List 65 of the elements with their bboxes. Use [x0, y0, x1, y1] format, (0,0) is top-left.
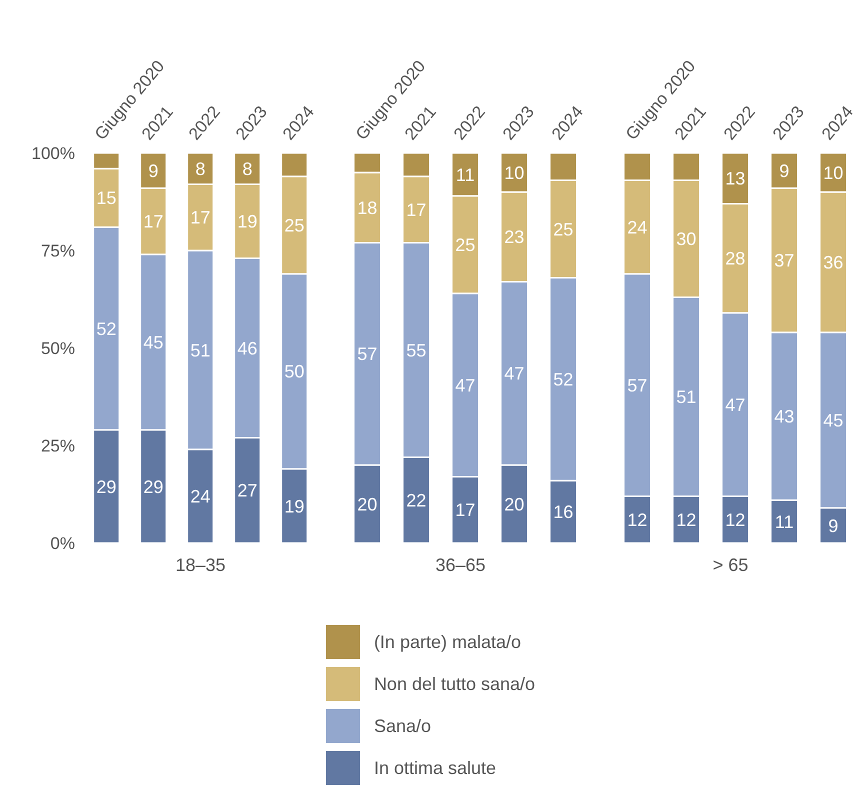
- data-label: 57: [357, 344, 378, 364]
- legend-label: Non del tutto sana/o: [374, 674, 536, 694]
- data-label: 57: [627, 375, 648, 396]
- data-label: 17: [143, 212, 164, 232]
- data-label: 47: [455, 375, 476, 396]
- data-label: 17: [455, 500, 476, 520]
- data-label: 9: [148, 160, 158, 181]
- data-label: 25: [284, 215, 304, 236]
- data-label: 47: [504, 364, 524, 384]
- data-label: 51: [190, 340, 210, 360]
- data-label: 9: [779, 160, 790, 181]
- data-label: 30: [676, 229, 696, 250]
- data-label: 10: [823, 162, 844, 183]
- data-label: 24: [190, 486, 210, 506]
- data-label: 25: [553, 219, 574, 240]
- data-label: 22: [406, 490, 426, 510]
- y-tick-label: 50%: [40, 339, 75, 358]
- data-label: 25: [455, 234, 476, 255]
- data-label: 52: [553, 370, 574, 390]
- data-label: 19: [284, 496, 304, 516]
- data-label: 45: [143, 332, 164, 352]
- data-label: 8: [195, 158, 206, 179]
- y-tick-label: 25%: [40, 436, 75, 456]
- data-label: 37: [774, 250, 794, 271]
- data-label: 29: [96, 476, 116, 497]
- data-label: 45: [823, 410, 844, 430]
- data-label: 13: [725, 168, 746, 189]
- data-label: 20: [357, 494, 378, 514]
- x-axis-title: 36–65: [434, 555, 487, 576]
- data-label: 12: [627, 510, 648, 530]
- data-label: 24: [627, 217, 648, 238]
- legend-label: (In parte) malata/o: [374, 632, 522, 652]
- data-label: 29: [143, 476, 164, 497]
- data-label: 28: [725, 248, 746, 269]
- y-tick-label: 0%: [50, 534, 75, 554]
- legend-label: Sana/o: [374, 716, 431, 736]
- y-tick-label: 100%: [32, 144, 75, 164]
- data-label: 11: [456, 164, 475, 185]
- data-label: 15: [96, 188, 116, 208]
- x-axis-title: 18–35: [174, 555, 227, 576]
- data-label: 19: [237, 212, 258, 232]
- data-label: 51: [676, 387, 696, 408]
- data-label: 47: [725, 394, 746, 415]
- data-label: 55: [406, 340, 426, 360]
- data-label: 11: [774, 512, 794, 532]
- y-tick-label: 75%: [40, 242, 75, 261]
- data-label: 50: [284, 362, 304, 382]
- data-label: 12: [725, 510, 746, 530]
- legend-label: In ottima salute: [374, 758, 496, 778]
- data-label: 46: [237, 338, 258, 358]
- data-label: 16: [553, 502, 574, 522]
- data-label: 27: [237, 480, 258, 501]
- data-label: 17: [190, 208, 210, 228]
- data-label: 43: [774, 406, 794, 427]
- data-label: 52: [96, 318, 116, 339]
- data-label: 17: [406, 200, 426, 220]
- data-label: 12: [676, 510, 696, 530]
- data-label: 18: [357, 198, 378, 218]
- data-label: 8: [242, 158, 252, 179]
- data-label: 36: [823, 252, 844, 272]
- x-axis-title: > 65: [712, 555, 750, 576]
- data-label: 20: [504, 494, 524, 514]
- data-label: 23: [504, 227, 524, 248]
- data-label: 10: [504, 162, 524, 183]
- data-label: 9: [828, 516, 838, 536]
